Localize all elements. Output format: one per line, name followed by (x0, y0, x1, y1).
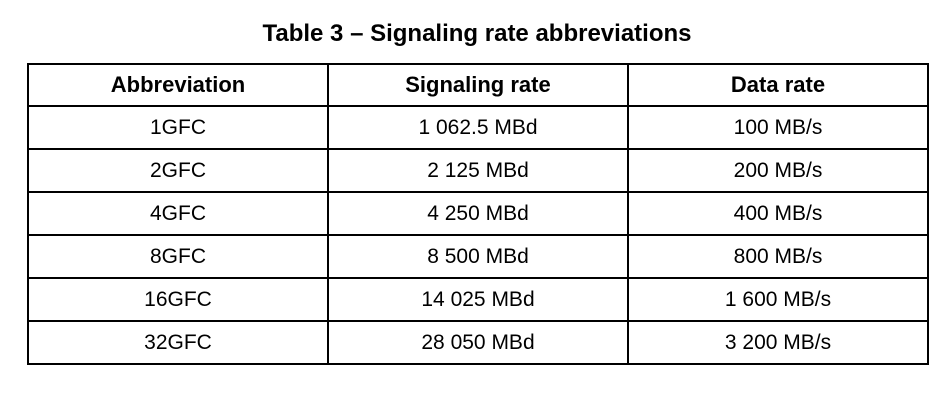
cell-abbreviation: 2GFC (27, 148, 329, 193)
table-body: 1GFC 1 062.5 MBd 100 MB/s 2GFC 2 125 MBd… (27, 105, 929, 365)
cell-data-rate: 100 MB/s (627, 105, 929, 150)
cell-abbreviation: 32GFC (27, 320, 329, 365)
cell-signaling-rate: 28 050 MBd (327, 320, 629, 365)
table-row: 16GFC 14 025 MBd 1 600 MB/s (27, 277, 929, 322)
cell-data-rate: 200 MB/s (627, 148, 929, 193)
cell-abbreviation: 16GFC (27, 277, 329, 322)
cell-abbreviation: 8GFC (27, 234, 329, 279)
table-row: 8GFC 8 500 MBd 800 MB/s (27, 234, 929, 279)
table-row: 1GFC 1 062.5 MBd 100 MB/s (27, 105, 929, 150)
table-row: 2GFC 2 125 MBd 200 MB/s (27, 148, 929, 193)
cell-signaling-rate: 1 062.5 MBd (327, 105, 629, 150)
cell-signaling-rate: 2 125 MBd (327, 148, 629, 193)
cell-signaling-rate: 8 500 MBd (327, 234, 629, 279)
cell-signaling-rate: 4 250 MBd (327, 191, 629, 236)
table-row: 4GFC 4 250 MBd 400 MB/s (27, 191, 929, 236)
table-title: Table 3 – Signaling rate abbreviations (262, 20, 692, 47)
cell-data-rate: 800 MB/s (627, 234, 929, 279)
cell-data-rate: 1 600 MB/s (627, 277, 929, 322)
table-header: Abbreviation Signaling rate Data rate (27, 63, 929, 107)
header-data-rate: Data rate (627, 63, 929, 107)
header-row: Abbreviation Signaling rate Data rate (27, 63, 929, 107)
cell-data-rate: 400 MB/s (627, 191, 929, 236)
cell-abbreviation: 4GFC (27, 191, 329, 236)
header-abbreviation: Abbreviation (27, 63, 329, 107)
cell-data-rate: 3 200 MB/s (627, 320, 929, 365)
header-signaling-rate: Signaling rate (327, 63, 629, 107)
cell-signaling-rate: 14 025 MBd (327, 277, 629, 322)
cell-abbreviation: 1GFC (27, 105, 329, 150)
table-row: 32GFC 28 050 MBd 3 200 MB/s (27, 320, 929, 365)
signaling-rate-table: Abbreviation Signaling rate Data rate 1G… (27, 63, 929, 365)
